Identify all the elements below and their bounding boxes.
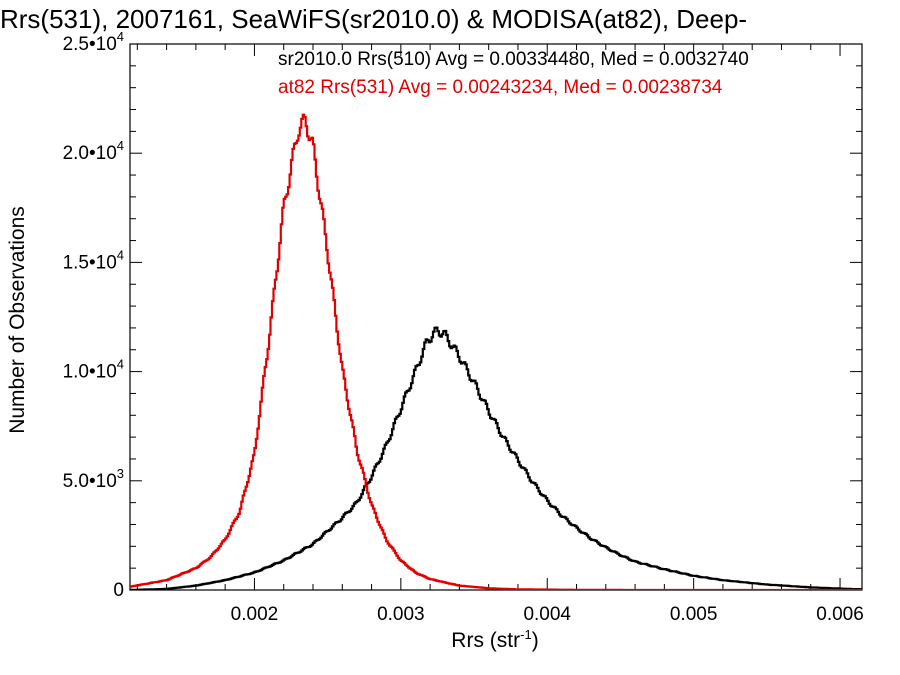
- y-tick-label: 2.0•104: [63, 138, 124, 164]
- x-tick-label: 0.005: [670, 604, 718, 625]
- x-tick-label: 0.002: [231, 604, 279, 625]
- x-axis-title-close: ): [531, 629, 539, 652]
- x-axis-title-main: Rrs (str: [451, 629, 521, 652]
- y-tick-label: 2.5•104: [63, 29, 124, 55]
- x-axis-title-exponent: -1: [520, 627, 532, 642]
- legend-entry-red: at82 Rrs(531) Avg = 0.00243234, Med = 0.…: [278, 77, 723, 98]
- x-tick-label: 0.003: [377, 604, 425, 625]
- x-tick-label: 0.004: [523, 604, 571, 625]
- y-tick-label: 1.0•104: [63, 357, 124, 383]
- y-tick-label: 5.0•103: [63, 466, 124, 492]
- x-tick-label: 0.006: [816, 604, 864, 625]
- legend-entry-black: sr2010.0 Rrs(510) Avg = 0.00334480, Med …: [278, 49, 749, 70]
- y-tick-label: 0: [113, 580, 124, 601]
- chart-title: Rrs(531), 2007161, SeaWiFS(sr2010.0) & M…: [0, 4, 748, 34]
- y-tick-label: 1.5•104: [63, 247, 124, 273]
- x-axis-title: Rrs (str-1): [451, 627, 538, 653]
- series-line-at82: [130, 113, 862, 590]
- series-line-sr2010: [130, 326, 862, 590]
- plot-frame: [129, 43, 863, 591]
